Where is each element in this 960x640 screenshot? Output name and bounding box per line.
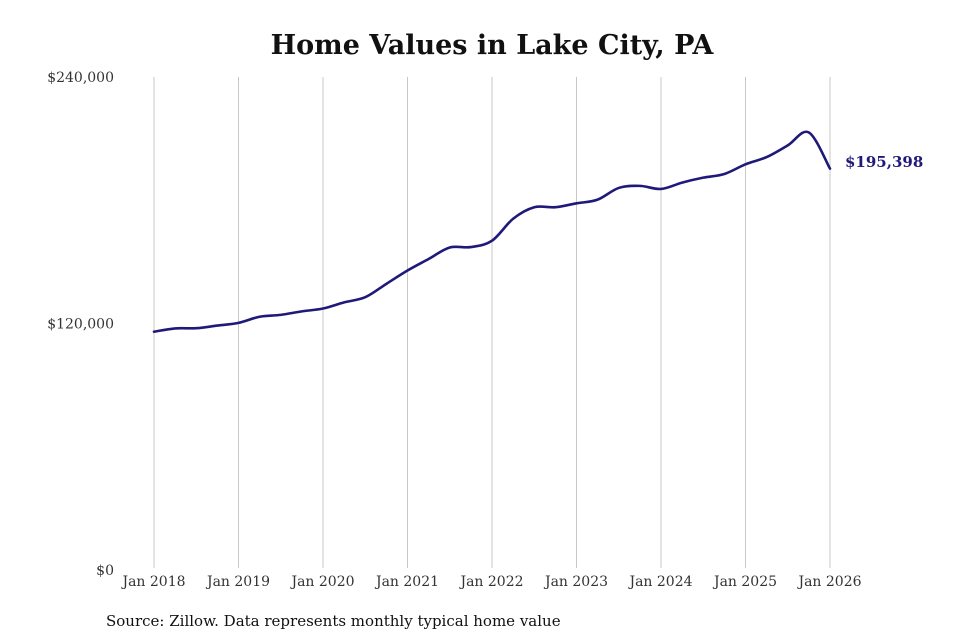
y-tick-label: $0 [96,563,114,579]
vertical-gridlines [153,77,831,568]
y-tick-label: $120,000 [47,317,114,333]
series-layer [152,130,832,334]
x-tick-label: Jan 2021 [374,574,439,590]
x-tick-label: Jan 2022 [458,574,523,590]
x-axis-tick-labels: Jan 2018 Jan 2019 Jan 2020 Jan 2021 Jan 2022… [120,574,861,590]
x-tick-label: Jan 2026 [796,574,861,590]
x-tick-label: Jan 2025 [712,574,777,590]
x-tick-label: Jan 2018 [120,574,185,590]
source-note: Source: Zillow. Data represents monthly … [106,612,561,630]
x-tick-label: Jan 2019 [205,574,270,590]
x-tick-label: Jan 2023 [543,574,608,590]
y-axis-tick-labels: $0 $120,000 $240,000 [47,70,114,579]
chart-title: Home Values in Lake City, PA [271,30,715,61]
series-line [152,130,832,334]
end-value-label: $195,398 [845,153,923,171]
y-tick-label: $240,000 [47,70,114,86]
x-tick-label: Jan 2024 [627,574,692,590]
x-tick-label: Jan 2020 [289,574,354,590]
